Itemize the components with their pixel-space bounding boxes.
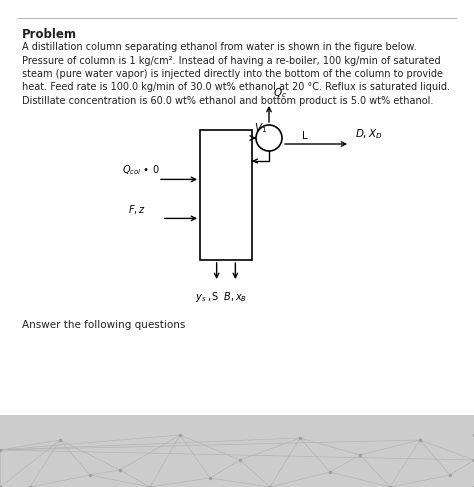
Text: $Q_c$: $Q_c$ — [273, 86, 287, 100]
Text: $Q_{col}$ ∙ 0: $Q_{col}$ ∙ 0 — [122, 164, 160, 177]
Text: $D, X_D$: $D, X_D$ — [355, 127, 383, 141]
Text: Distillate concentration is 60.0 wt% ethanol and bottom product is 5.0 wt% ethan: Distillate concentration is 60.0 wt% eth… — [22, 96, 433, 106]
Text: steam (pure water vapor) is injected directly into the bottom of the column to p: steam (pure water vapor) is injected dir… — [22, 69, 443, 79]
Text: L: L — [302, 131, 308, 141]
FancyBboxPatch shape — [200, 130, 252, 260]
Circle shape — [256, 125, 282, 151]
Text: Pressure of column is 1 kg/cm². Instead of having a re-boiler, 100 kg/min of sat: Pressure of column is 1 kg/cm². Instead … — [22, 56, 441, 65]
Text: $V_1$: $V_1$ — [254, 121, 267, 135]
Text: $y_s$ ,S  $B, x_B$: $y_s$ ,S $B, x_B$ — [195, 290, 247, 304]
Text: Answer the following questions: Answer the following questions — [22, 320, 185, 330]
Bar — [0, 415, 474, 487]
Text: $F, z$: $F, z$ — [128, 204, 146, 216]
Text: A distillation column separating ethanol from water is shown in the figure below: A distillation column separating ethanol… — [22, 42, 417, 52]
Text: heat. Feed rate is 100.0 kg/min of 30.0 wt% ethanol at 20 °C. Reflux is saturate: heat. Feed rate is 100.0 kg/min of 30.0 … — [22, 82, 450, 93]
Text: Problem: Problem — [22, 28, 77, 41]
